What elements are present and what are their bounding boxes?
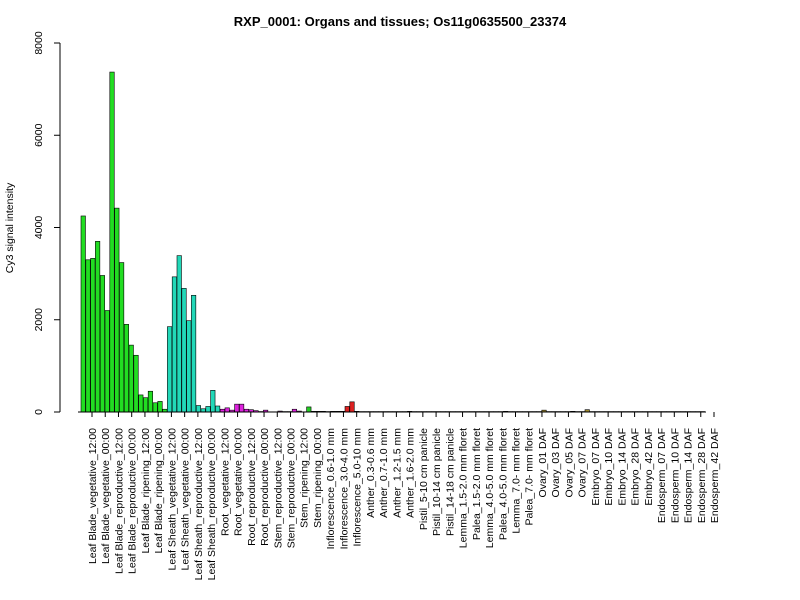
x-tick-label: Pistil_14-18 cm panicle	[444, 428, 456, 536]
x-tick-label: Root_vegetative_00:00	[233, 428, 245, 536]
bar	[95, 241, 101, 413]
bar	[147, 390, 153, 413]
x-tick-label: Stem_reproductive_12:00	[272, 428, 284, 548]
x-tick-label: Leaf Sheath_reproductive_00:00	[206, 428, 218, 581]
x-tick-label: Ovary_05 DAF	[563, 428, 575, 497]
x-tick-label: Root_reproductive_00:00	[259, 428, 271, 546]
x-tick-label: Endosperm_10 DAF	[669, 428, 681, 523]
x-tick-label: Leaf Sheath_reproductive_12:00	[193, 428, 205, 581]
bars-group	[80, 71, 705, 413]
x-tick-label: Root_vegetative_12:00	[219, 428, 231, 536]
x-tick-label: Pistil_10-14 cm panicle	[431, 428, 443, 536]
x-axis: Leaf Blade_vegetative_12:00 Leaf Blade_ve…	[78, 411, 721, 581]
bar	[239, 403, 245, 413]
y-axis-label: Cy3 signal intensity	[4, 182, 16, 273]
x-tick-label: Ovary_03 DAF	[550, 428, 562, 497]
x-tick-label: Ovary_07 DAF	[577, 428, 589, 497]
y-tick-label: 0	[33, 409, 45, 415]
x-tick-label: Inflorescence_0.6-1.0 mm	[325, 428, 337, 550]
bar	[90, 258, 96, 413]
bar	[234, 403, 240, 413]
bar	[114, 207, 120, 413]
x-tick-label: Lemma_4.0-5.0 mm floret	[484, 428, 496, 548]
x-tick-label: Palea_1.5-2.0 mm floret	[471, 428, 483, 540]
bar	[224, 407, 230, 413]
x-tick-label: Palea_4.0-5.0 mm floret	[497, 428, 509, 540]
x-tick-label: Inflorescence_3.0-4.0 mm	[338, 428, 350, 550]
bar	[123, 324, 129, 413]
x-tick-label: Lemma_1.5-2.0 mm floret	[458, 428, 470, 548]
x-tick-label: Leaf Blade_reproductive_00:00	[127, 428, 139, 574]
x-tick-label: Lemma_7.0- mm floret	[511, 428, 523, 534]
x-tick-label: Leaf Blade_vegetative_12:00	[87, 428, 99, 564]
x-tick-label: Endosperm_28 DAF	[696, 428, 708, 523]
x-tick-label: Ovary_01 DAF	[537, 428, 549, 497]
x-tick-label: Leaf Blade_ripening_12:00	[140, 428, 152, 554]
x-tick-label: Root_reproductive_12:00	[246, 428, 258, 546]
bar	[181, 288, 187, 413]
bar	[143, 397, 149, 413]
bar	[344, 406, 350, 413]
x-tick-label: Anther_0.3-0.6 mm	[365, 428, 377, 518]
bar	[138, 394, 144, 413]
x-tick-label: Embryo_07 DAF	[590, 428, 602, 506]
x-tick-label: Stem_reproductive_00:00	[286, 428, 298, 548]
x-tick-label: Pistil_5-10 cm panicle	[418, 428, 430, 530]
bar	[152, 402, 158, 413]
bar	[215, 405, 221, 413]
bar	[133, 354, 139, 413]
x-tick-label: Inflorescence_5.0-10 mm	[352, 428, 364, 547]
x-tick-label: Endosperm_14 DAF	[683, 428, 695, 523]
x-tick-label: Embryo_10 DAF	[603, 428, 615, 506]
bar	[157, 401, 163, 413]
x-tick-label: Leaf Sheath_vegetative_00:00	[180, 428, 192, 571]
x-tick-label: Embryo_42 DAF	[643, 428, 655, 506]
x-tick-label: Palea_7.0- mm floret	[524, 428, 536, 526]
y-tick-label: 6000	[33, 123, 45, 147]
x-tick-label: Stem_ripening_12:00	[299, 428, 311, 528]
x-tick-label: Embryo_28 DAF	[630, 428, 642, 506]
x-tick-label: Embryo_14 DAF	[616, 428, 628, 506]
y-tick-label: 2000	[33, 308, 45, 332]
bar	[85, 259, 91, 413]
bar	[119, 262, 125, 413]
bar	[186, 320, 192, 413]
bar	[104, 310, 110, 413]
bar	[171, 276, 177, 413]
x-tick-label: Endosperm_42 DAF	[709, 428, 721, 523]
x-tick-label: Anther_1.6-2.0 mm	[405, 428, 417, 518]
bar	[128, 344, 134, 413]
x-tick-label: Leaf Sheath_vegetative_12:00	[166, 428, 178, 571]
bar	[109, 71, 115, 413]
y-tick-label: 4000	[33, 216, 45, 240]
bar	[99, 275, 105, 413]
y-tick-label: 8000	[33, 31, 45, 55]
x-tick-label: Leaf Blade_vegetative_00:00	[100, 428, 112, 564]
bar	[195, 405, 201, 413]
bar	[191, 294, 197, 413]
bar	[210, 390, 216, 413]
bar	[205, 406, 211, 413]
x-tick-label: Stem_ripening_00:00	[312, 428, 324, 528]
bar	[167, 326, 173, 413]
bar	[349, 401, 355, 413]
bar	[176, 255, 182, 413]
x-tick-label: Leaf Blade_reproductive_12:00	[114, 428, 126, 574]
x-tick-label: Anther_0.7-1.0 mm	[378, 428, 390, 518]
y-axis: 0 2000 4000 6000 8000	[33, 31, 61, 415]
x-tick-label: Leaf Blade_ripening_00:00	[153, 428, 165, 554]
bar	[306, 406, 312, 413]
x-tick-label: Endosperm_07 DAF	[656, 428, 668, 523]
x-tick-label: Anther_1.2-1.5 mm	[391, 428, 403, 518]
chart-title: RXP_0001: Organs and tissues; Os11g06355…	[234, 14, 567, 29]
bar	[80, 215, 86, 413]
